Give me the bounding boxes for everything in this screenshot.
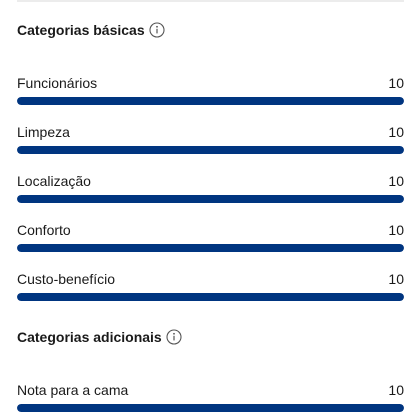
rating-label: Funcionários bbox=[17, 75, 98, 91]
info-icon[interactable] bbox=[149, 22, 165, 38]
rating-bar bbox=[17, 195, 404, 203]
rating-row-nota-cama: Nota para a cama 10 bbox=[17, 381, 404, 412]
rating-label: Localização bbox=[17, 173, 91, 189]
rating-label: Nota para a cama bbox=[17, 382, 129, 398]
rating-bar-fill bbox=[17, 293, 404, 301]
rating-label: Limpeza bbox=[17, 124, 70, 140]
rating-bar-fill bbox=[17, 244, 404, 252]
rating-row-localizacao: Localização 10 bbox=[17, 172, 404, 203]
rating-score: 10 bbox=[388, 173, 404, 189]
additional-categories-title: Categorias adicionais bbox=[17, 329, 162, 345]
rating-bar bbox=[17, 293, 404, 301]
top-divider bbox=[17, 0, 404, 2]
rating-row-custo-beneficio: Custo-benefício 10 bbox=[17, 270, 404, 301]
info-icon[interactable] bbox=[166, 329, 182, 345]
rating-score: 10 bbox=[388, 382, 404, 398]
additional-categories-header: Categorias adicionais bbox=[17, 327, 182, 347]
rating-row-funcionarios: Funcionários 10 bbox=[17, 74, 404, 105]
rating-label: Conforto bbox=[17, 222, 71, 238]
rating-bar bbox=[17, 244, 404, 252]
basic-categories-header: Categorias básicas bbox=[17, 20, 165, 40]
rating-label: Custo-benefício bbox=[17, 271, 116, 287]
rating-row-conforto: Conforto 10 bbox=[17, 221, 404, 252]
rating-bar bbox=[17, 97, 404, 105]
rating-bar-fill bbox=[17, 404, 404, 412]
rating-score: 10 bbox=[388, 271, 404, 287]
rating-bar-fill bbox=[17, 195, 404, 203]
rating-bar bbox=[17, 404, 404, 412]
rating-row-limpeza: Limpeza 10 bbox=[17, 123, 404, 154]
rating-score: 10 bbox=[388, 222, 404, 238]
rating-score: 10 bbox=[388, 124, 404, 140]
rating-bar bbox=[17, 146, 404, 154]
rating-bar-fill bbox=[17, 146, 404, 154]
rating-bar-fill bbox=[17, 97, 404, 105]
rating-score: 10 bbox=[388, 75, 404, 91]
basic-categories-title: Categorias básicas bbox=[17, 22, 145, 38]
